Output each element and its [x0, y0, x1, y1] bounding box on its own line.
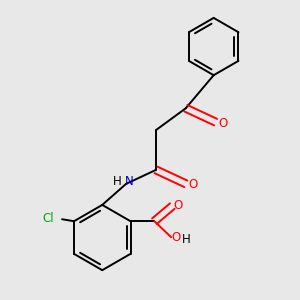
Text: Cl: Cl — [42, 212, 54, 225]
Text: H: H — [182, 232, 190, 246]
Text: N: N — [125, 175, 134, 188]
Text: O: O — [172, 231, 181, 244]
Text: O: O — [218, 117, 227, 130]
Text: O: O — [174, 199, 183, 212]
Text: O: O — [188, 178, 198, 191]
Text: H: H — [113, 175, 122, 188]
